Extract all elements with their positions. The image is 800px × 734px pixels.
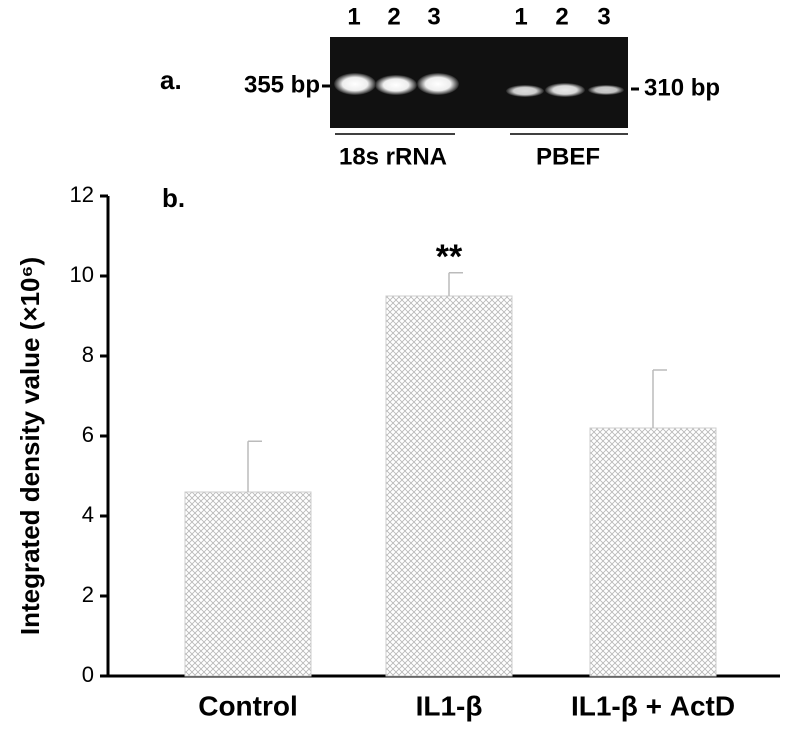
y-tick-label: 4 xyxy=(82,502,94,527)
x-tick-label: IL1-β xyxy=(416,690,483,721)
error-bar xyxy=(247,440,262,492)
lane-label: 1 xyxy=(347,3,360,30)
gel-band xyxy=(506,85,544,97)
gel-band xyxy=(417,73,459,95)
bar xyxy=(184,491,312,677)
y-tick-label: 2 xyxy=(82,582,94,607)
y-tick-label: 0 xyxy=(82,662,94,687)
lane-label: 1 xyxy=(514,3,527,30)
marker-label: 310 bp xyxy=(644,74,720,101)
lane-label: 2 xyxy=(555,3,568,30)
gel-band xyxy=(545,83,585,97)
annotation: ** xyxy=(436,238,463,276)
gel-band xyxy=(588,85,624,95)
group-label: 18s rRNA xyxy=(339,143,447,170)
bar-chart: 0 2 4 6 8 10 12 Integrated density value (×10⁶)… xyxy=(15,182,780,721)
x-tick-label: IL1-β + ActD xyxy=(571,690,735,721)
error-bar xyxy=(448,272,463,296)
y-tick-label: 10 xyxy=(70,262,94,287)
y-tick-label: 8 xyxy=(82,342,94,367)
lane-label: 3 xyxy=(427,3,440,30)
lane-label: 3 xyxy=(597,3,610,30)
y-axis-title: Integrated density value (×10⁶) xyxy=(15,257,45,635)
gel-band xyxy=(375,75,417,95)
bar xyxy=(385,295,513,677)
gel-band xyxy=(334,73,376,95)
y-tick-label: 12 xyxy=(70,182,94,207)
group-label: PBEF xyxy=(536,143,600,170)
panel-label: b. xyxy=(162,183,185,213)
error-bar xyxy=(652,369,667,428)
x-tick-label: Control xyxy=(198,690,298,721)
y-tick-label: 6 xyxy=(82,422,94,447)
bar xyxy=(589,427,717,677)
marker-label: 355 bp xyxy=(244,71,320,98)
panel-label: a. xyxy=(160,65,182,95)
lane-label: 2 xyxy=(387,3,400,30)
